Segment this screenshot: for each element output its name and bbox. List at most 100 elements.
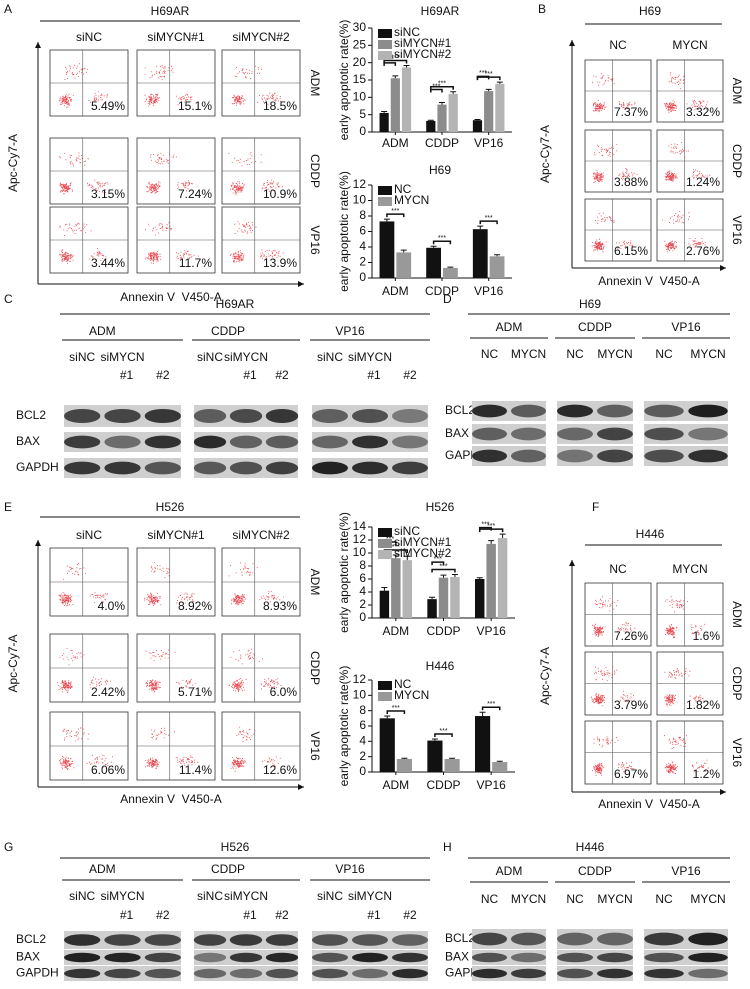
y-tick-label: 8: [359, 208, 366, 222]
y-tick-label: 4: [359, 239, 366, 253]
blot-band: [510, 968, 547, 979]
bar: [379, 718, 395, 772]
significance-bracket: [481, 706, 501, 711]
bar: [390, 78, 400, 132]
blot-band: [312, 952, 348, 963]
lane-label: #2: [156, 368, 170, 382]
bar: [427, 599, 437, 618]
legend-swatch: [378, 40, 392, 49]
group-label: ADM: [89, 324, 116, 338]
y-tick-label: 12: [353, 532, 367, 546]
blot-band: [557, 404, 593, 418]
blot-band: [104, 968, 141, 979]
chart-title: H526: [426, 500, 455, 514]
y-tick-label: 14: [353, 519, 367, 533]
event-dots: [228, 152, 283, 196]
legend-swatch: [378, 692, 392, 701]
blot-title: H69AR: [216, 297, 255, 311]
protein-label: BAX: [445, 950, 469, 964]
significance-bracket: [431, 561, 445, 566]
error-bar: [392, 75, 399, 79]
bar: [396, 758, 412, 772]
percentage: 11.7%: [179, 256, 212, 270]
blot-band: [265, 952, 299, 963]
blot-band: [104, 408, 141, 424]
row-label: CDDP: [308, 651, 322, 685]
y-arrow: [569, 40, 575, 46]
error-bar: [496, 81, 503, 84]
x-axis-label: Annexin V V450-A: [120, 290, 221, 304]
bar: [427, 740, 443, 772]
bar: [426, 247, 441, 278]
panel-label: C: [4, 292, 13, 306]
blot-band: [104, 934, 141, 946]
legend-label: siMYCN#2: [394, 546, 452, 560]
event-dots: [664, 142, 711, 182]
bar: [472, 120, 483, 132]
y-axis-label: Apc-Cy7-A: [6, 634, 20, 692]
event-dots: [59, 63, 108, 108]
blot-band: [312, 435, 348, 449]
lane-label: #1: [120, 368, 134, 382]
y-tick-label: 10: [353, 90, 367, 104]
blot-band: [392, 461, 428, 475]
group-label: CDDP: [211, 862, 245, 876]
x-tick-label: ADM: [382, 624, 409, 638]
blot-title: H526: [221, 840, 250, 854]
blot-band: [64, 461, 101, 475]
x-arrow: [298, 784, 304, 790]
blot-band: [688, 932, 728, 946]
blot-band: [688, 427, 728, 441]
blot-band: [193, 952, 227, 963]
blot-band: [557, 449, 593, 463]
blot-band: [471, 404, 508, 418]
bar: [475, 579, 485, 618]
row-label: ADM: [730, 601, 744, 628]
blot-band: [644, 427, 684, 441]
blot-band: [644, 449, 684, 463]
event-dots: [230, 221, 284, 263]
blot-band: [644, 932, 684, 946]
legend-label: NC: [394, 182, 412, 196]
y-tick-label: 4: [359, 584, 366, 598]
percentage: 1.82%: [686, 698, 720, 712]
legend-swatch: [378, 29, 392, 38]
error-bar: [485, 88, 492, 92]
blot-band: [471, 968, 508, 979]
x-tick-label: CDDP: [426, 778, 460, 792]
legend-swatch: [378, 539, 392, 548]
column-label: siMYCN#1: [147, 528, 205, 542]
y-tick-label: 30: [353, 20, 367, 34]
significance-label: ***: [487, 523, 495, 530]
blot-band: [144, 968, 181, 979]
percentage: 3.79%: [614, 698, 648, 712]
significance-bracket: [476, 76, 501, 81]
y-axis-label: early apoptotic rate(%): [337, 20, 351, 141]
y-arrow: [35, 42, 41, 48]
percentage: 4.0%: [98, 599, 126, 613]
significance-label: ***: [481, 521, 489, 528]
row-label: VP16: [308, 731, 322, 761]
error-bar: [488, 540, 495, 544]
percentage: 1.24%: [686, 175, 720, 189]
lane-label: #1: [367, 908, 381, 922]
lane-label: #2: [403, 908, 417, 922]
blot-band: [312, 934, 348, 946]
blot-band: [392, 435, 428, 449]
blot-band: [265, 968, 299, 979]
x-tick-label: VP16: [474, 136, 504, 150]
panel-title: H69AR: [151, 4, 190, 18]
bar: [443, 267, 458, 278]
error-bar: [401, 757, 408, 759]
significance-bracket: [431, 568, 456, 573]
blot-band: [144, 435, 181, 449]
y-tick-label: 12: [353, 672, 367, 686]
significance-label: ***: [391, 208, 399, 215]
percentage: 3.15%: [91, 187, 125, 201]
significance-label: ***: [485, 71, 493, 78]
row-label: CDDP: [308, 154, 322, 188]
bar: [379, 590, 390, 618]
lane-label: siMYCN: [348, 889, 392, 903]
row-label: ADM: [308, 569, 322, 596]
bar: [450, 577, 460, 618]
